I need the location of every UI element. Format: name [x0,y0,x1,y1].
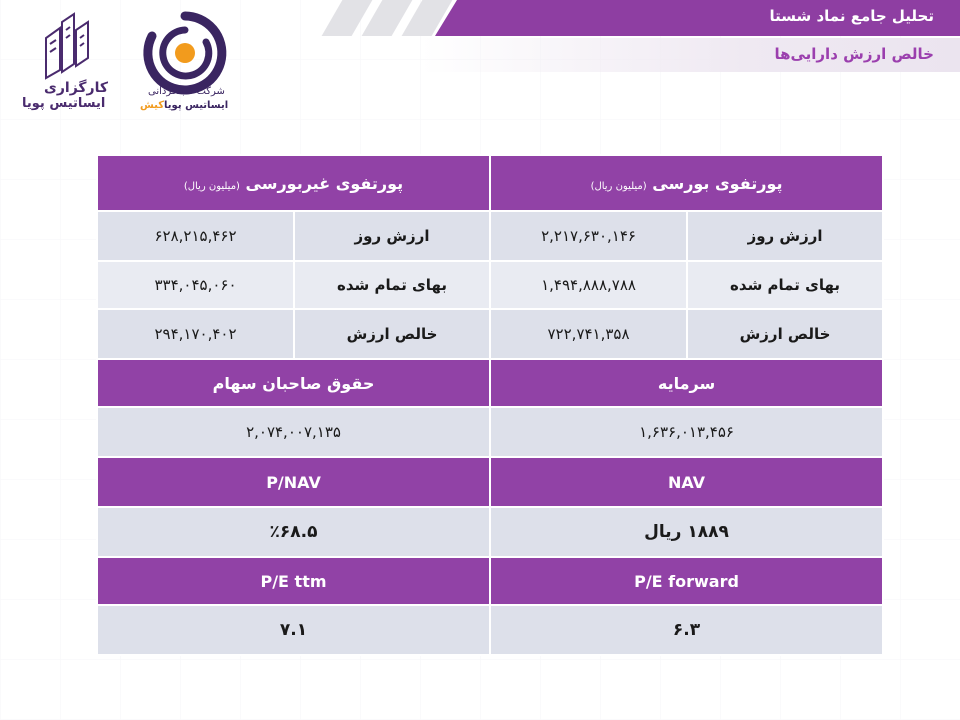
row-label: خالص ارزش [686,308,885,360]
broker-logo-subtext: ایساتیس پویا [22,96,106,111]
row-value: ۲,۲۱۷,۶۳۰,۱۴۶ [489,210,689,262]
broker-logo-icon [45,12,89,80]
nonexchange-portfolio-title: پورتفوی غیربورسی [245,173,404,193]
row-label: بهای تمام شده [293,260,492,310]
fund-logo-subtext: ایساتیس پویاکیش [140,100,228,111]
table-row: ۱,۶۳۶,۰۱۳,۴۵۶ ۲,۰۷۴,۰۰۷,۱۳۵ [95,406,885,458]
page-subtitle: خالص ارزش دارایی‌ها [774,45,934,63]
pe-ttm-value: ۷.۱ [95,604,492,656]
row-label: ارزش روز [686,210,885,262]
row-value: ۲۹۴,۱۷۰,۴۰۲ [95,308,296,360]
row-value: ۶۲۸,۲۱۵,۴۶۲ [95,210,296,262]
exchange-portfolio-title: پورتفوی بورسی [652,173,783,193]
capital-equity-header-row: سرمایه حقوق صاحبان سهام [95,358,885,408]
nav-summary-table: پورتفوی بورسی (میلیون ریال) پورتفوی غیرب… [95,154,885,656]
pe-forward-value: ۶.۳ [489,604,885,656]
nonexchange-portfolio-header: پورتفوی غیربورسی (میلیون ریال) [95,154,492,212]
fund-logo-icon [143,11,227,95]
row-value: ۷۲۲,۷۴۱,۳۵۸ [489,308,689,360]
pe-header-row: P/E forward P/E ttm [95,556,885,606]
fund-logo-text: شرکت سبدگردانی [148,86,225,97]
table-row: ارزش روز ۲,۲۱۷,۶۳۰,۱۴۶ ارزش روز ۶۲۸,۲۱۵,… [95,210,885,262]
table-row: خالص ارزش ۷۲۲,۷۴۱,۳۵۸ خالص ارزش ۲۹۴,۱۷۰,… [95,308,885,360]
equity-value: ۲,۰۷۴,۰۰۷,۱۳۵ [95,406,492,458]
row-label: خالص ارزش [293,308,492,360]
fund-logo-accent: کیش [140,100,165,111]
portfolio-header-row: پورتفوی بورسی (میلیون ریال) پورتفوی غیرب… [95,154,885,212]
row-label: ارزش روز [293,210,492,262]
broker-logo-text: کارگزاری [44,80,108,96]
row-value: ۱,۴۹۴,۸۸۸,۷۸۸ [489,260,689,310]
nav-label: NAV [489,456,885,508]
table-row: بهای تمام شده ۱,۴۹۴,۸۸۸,۷۸۸ بهای تمام شد… [95,260,885,310]
capital-value: ۱,۶۳۶,۰۱۳,۴۵۶ [489,406,885,458]
nav-value: ۱۸۸۹ ریال [489,506,885,558]
equity-label: حقوق صاحبان سهام [95,358,492,408]
page-title: تحلیل جامع نماد شستا [769,7,934,25]
p-nav-value: ٪۶۸.۵ [95,506,492,558]
nonexchange-portfolio-unit: (میلیون ریال) [183,180,240,192]
table-row: ۶.۳ ۷.۱ [95,604,885,656]
table-row: ۱۸۸۹ ریال ٪۶۸.۵ [95,506,885,558]
pe-forward-label: P/E forward [489,556,885,606]
nav-header-row: NAV P/NAV [95,456,885,508]
header-bar: تحلیل جامع نماد شستا [435,0,960,36]
row-label: بهای تمام شده [686,260,885,310]
fund-logo-name: ایساتیس پویا [164,100,229,111]
capital-label: سرمایه [489,358,885,408]
exchange-portfolio-header: پورتفوی بورسی (میلیون ریال) [489,154,885,212]
subheader-band [420,38,960,72]
p-nav-label: P/NAV [95,456,492,508]
row-value: ۳۳۴,۰۴۵,۰۶۰ [95,260,296,310]
pe-ttm-label: P/E ttm [95,556,492,606]
exchange-portfolio-unit: (میلیون ریال) [590,180,647,192]
